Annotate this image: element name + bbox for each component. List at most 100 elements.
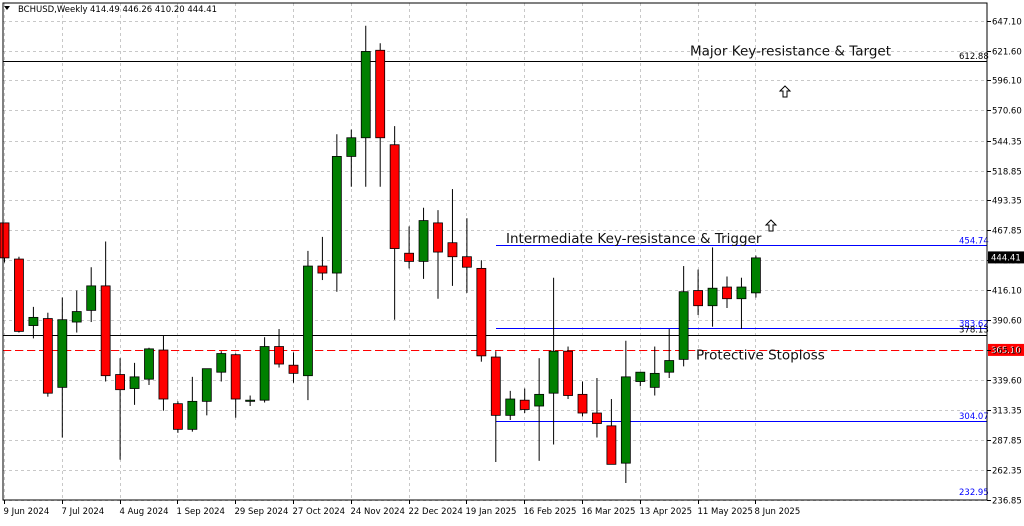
y-tick-label: 621.60 — [992, 48, 1022, 58]
price-tag-bg — [988, 251, 1024, 264]
candle-body — [230, 354, 241, 400]
candle-body — [736, 286, 747, 300]
symbol-label: BCHUSD,Weekly — [18, 5, 88, 15]
x-tick-label: 24 Nov 2024 — [351, 507, 405, 517]
candle-body — [317, 265, 328, 274]
y-tick-label: 287.85 — [992, 437, 1022, 447]
x-tick-label: 13 Apr 2025 — [640, 507, 693, 517]
candle-body — [129, 376, 140, 389]
candle-body — [115, 374, 125, 391]
candle-body — [86, 285, 97, 311]
candle-body — [620, 376, 631, 464]
candle-body — [187, 400, 198, 430]
y-tick-label: 570.60 — [992, 107, 1022, 117]
x-tick-label: 11 May 2025 — [698, 507, 753, 517]
candle-body — [519, 399, 530, 410]
y-tick-label: 518.85 — [992, 168, 1022, 178]
up-arrow-icon — [764, 219, 778, 232]
y-tick-label: 416.10 — [992, 287, 1022, 297]
candle-body — [245, 399, 256, 402]
candle-body — [461, 256, 472, 268]
y-tick-label: 313.35 — [992, 407, 1022, 417]
y-tick-label: 544.35 — [992, 138, 1022, 148]
annotations: Major Key-resistance & Target Intermediat… — [506, 44, 891, 364]
candle-body — [678, 291, 689, 360]
y-tick-label: 647.10 — [992, 18, 1022, 28]
candle-body — [404, 252, 415, 262]
candle-body — [274, 346, 284, 365]
x-tick-label: 7 Jul 2024 — [62, 507, 105, 517]
x-tick-label: 19 Jan 2025 — [466, 507, 517, 517]
candle-body — [664, 360, 675, 373]
y-tick-label: 493.35 — [992, 197, 1022, 207]
x-tick-label: 8 Jun 2025 — [755, 507, 801, 517]
chevron-down-icon[interactable] — [4, 6, 10, 10]
x-tick-label: 1 Sep 2024 — [177, 507, 225, 517]
candle-body — [100, 285, 111, 377]
level-label: 378.13 — [959, 326, 989, 336]
candle-body — [331, 156, 342, 274]
candle-body — [14, 258, 24, 332]
candle-body — [375, 49, 386, 139]
candle-body — [548, 350, 559, 394]
level-label: 454.74 — [959, 236, 989, 246]
x-tick-label: 29 Sep 2024 — [235, 507, 289, 517]
level-label-bg — [988, 343, 1024, 356]
candle-body — [172, 403, 183, 430]
candle-body — [216, 353, 227, 373]
level-label: 304.07 — [959, 412, 989, 422]
y-tick-label: 236.85 — [992, 497, 1022, 507]
candle-body — [707, 287, 718, 307]
x-tick-label: 9 Jun 2024 — [4, 507, 50, 517]
y-tick-label: 365.10 — [992, 347, 1022, 357]
ohlc-label: 414.49 446.26 410.20 444.41 — [90, 5, 217, 15]
candle-body — [577, 393, 588, 414]
candle-body — [0, 222, 10, 259]
y-tick-label: 339.60 — [992, 377, 1022, 387]
candle-body — [722, 286, 732, 300]
candle-body — [288, 364, 299, 374]
y-tick-label: 390.60 — [992, 317, 1022, 327]
candle-body — [42, 318, 53, 394]
candle-body — [649, 372, 660, 388]
candle-body — [144, 348, 154, 380]
candle-body — [476, 267, 487, 357]
x-tick-label: 4 Aug 2024 — [120, 507, 169, 517]
candle-body — [433, 222, 443, 253]
candles — [0, 25, 761, 483]
grid — [3, 3, 987, 501]
candle-body — [563, 350, 573, 396]
plot-frame — [2, 2, 988, 501]
annotation-text: Major Key-resistance & Target — [690, 44, 891, 60]
candle-body — [534, 393, 545, 407]
candle-body — [592, 412, 602, 424]
candle-body — [259, 346, 270, 401]
current-price-label: 444.41 — [991, 253, 1021, 263]
level-label: 232.95 — [959, 488, 989, 498]
up-arrow-icon — [778, 85, 792, 98]
candle-body — [635, 371, 646, 382]
annotation-text: Intermediate Key-resistance & Trigger — [506, 231, 762, 247]
candle-body — [158, 349, 169, 400]
candle-body — [751, 257, 761, 294]
candle-body — [201, 368, 212, 402]
axes: 647.10 621.60 596.10 570.60 544.35 518.85 493.… — [2, 2, 1024, 517]
candle-body — [389, 144, 400, 249]
x-tick-label: 16 Mar 2025 — [582, 507, 636, 517]
x-tick-label: 22 Dec 2024 — [409, 507, 463, 517]
x-tick-label: 16 Feb 2025 — [524, 507, 577, 517]
candle-body — [490, 356, 501, 416]
y-tick-label: 262.35 — [992, 467, 1022, 477]
level-label: 612.88 — [959, 52, 989, 62]
x-tick-label: 27 Oct 2024 — [293, 507, 346, 517]
candle-body — [346, 137, 357, 157]
candle-body — [303, 265, 313, 377]
candle-body — [418, 220, 429, 262]
candle-body — [71, 311, 82, 323]
candle-body — [57, 319, 68, 388]
candle-body — [28, 316, 39, 326]
y-tick-label: 596.10 — [992, 77, 1022, 87]
